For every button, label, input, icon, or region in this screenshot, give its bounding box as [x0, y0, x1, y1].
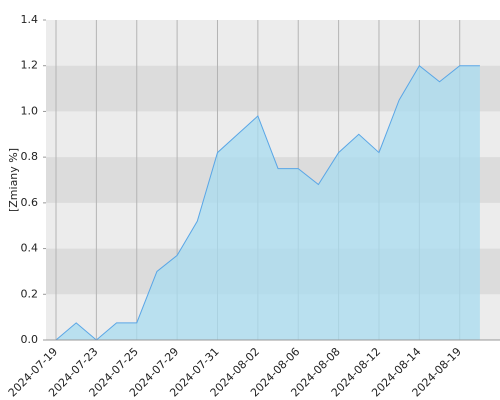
- y-tick-label: 0.8: [21, 150, 39, 163]
- y-tick-label: 1.2: [21, 59, 39, 72]
- y-tick-label: 0.2: [21, 287, 39, 300]
- area-fill: [56, 65, 480, 340]
- y-tick-label: 0.6: [21, 196, 39, 209]
- area-line: [55, 64, 480, 341]
- y-tick-label: 0.4: [21, 242, 39, 255]
- y-axis-label: [Zmiany %]: [7, 148, 20, 212]
- y-tick-label: 1.0: [21, 104, 39, 117]
- y-tick-label: 1.4: [21, 13, 39, 26]
- y-tick-label: 0.0: [21, 333, 39, 346]
